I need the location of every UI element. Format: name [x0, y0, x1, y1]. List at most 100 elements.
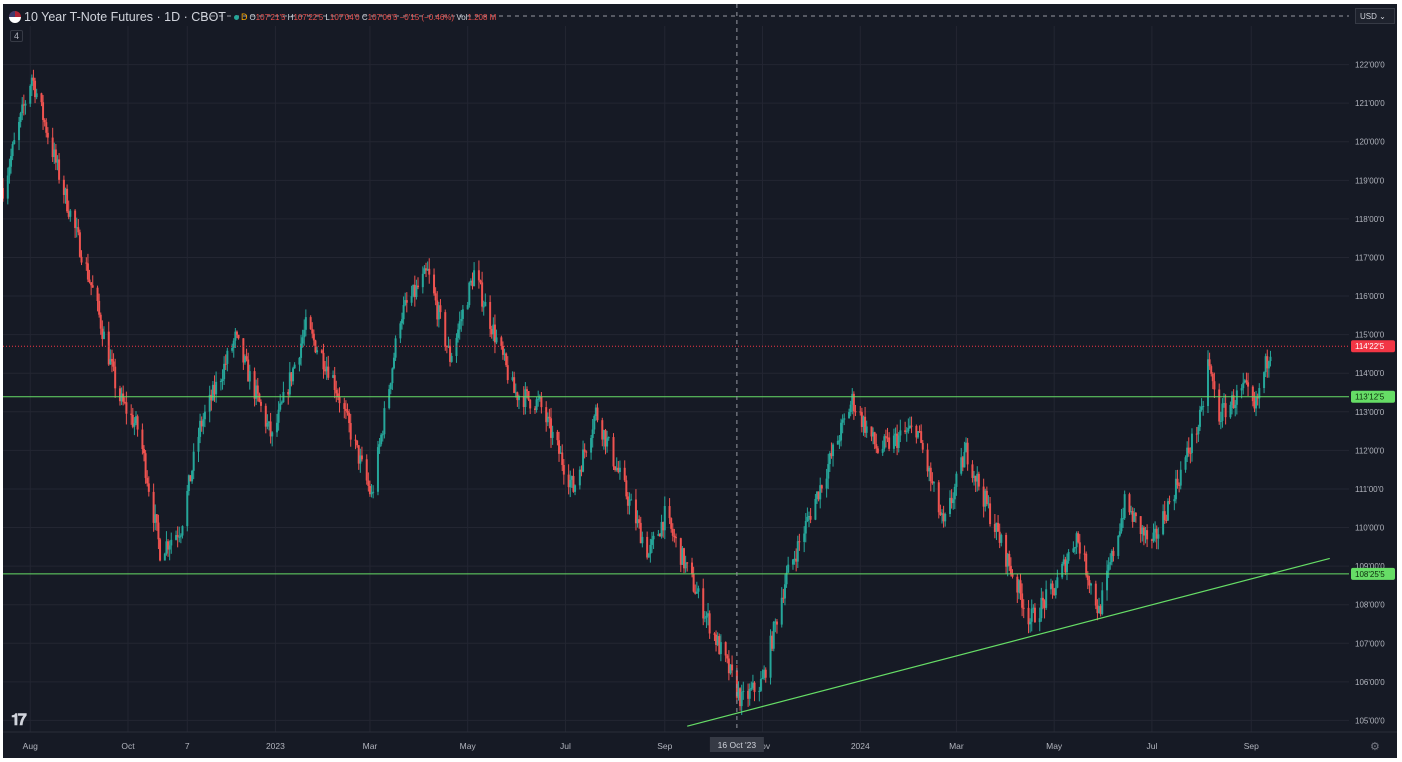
candle-body — [1005, 534, 1008, 567]
currency-select[interactable]: USD ⌄ — [1355, 8, 1395, 24]
candle-body — [684, 562, 687, 569]
close-value: 107'06'5 — [367, 12, 398, 22]
candle-body — [1096, 605, 1099, 614]
candle-body — [199, 420, 202, 437]
candle-body — [916, 431, 919, 438]
candle-body — [258, 393, 261, 402]
candle-body — [380, 434, 383, 445]
candle-body — [998, 531, 1001, 543]
candle-body — [513, 377, 516, 393]
candle-body — [1017, 580, 1020, 593]
candle-body — [707, 613, 710, 616]
candle-body — [556, 431, 559, 441]
candle-body — [1090, 583, 1093, 586]
candle-body — [6, 175, 9, 199]
candle-body — [1245, 380, 1248, 383]
candle-body — [64, 188, 67, 195]
candle-body — [997, 522, 1000, 532]
price-chart[interactable]: 105'00'0 106'00'0 107'00'0 108'00'0 109'00'0… — [3, 4, 1397, 758]
candle-body — [918, 431, 921, 433]
candle-body — [1098, 606, 1101, 614]
candle-body — [505, 353, 508, 366]
candle-body — [255, 385, 258, 399]
candle-body — [354, 439, 357, 441]
candle-body — [614, 466, 617, 471]
candle-body — [77, 227, 80, 233]
candle-body — [771, 635, 774, 649]
candle-body — [40, 93, 43, 103]
y-tick-label: 114'00'0 — [1355, 369, 1385, 378]
candle-body — [1064, 559, 1067, 573]
candle-body — [1101, 590, 1104, 614]
candle-body — [1062, 559, 1065, 564]
candle-body — [1263, 372, 1266, 389]
candle-body — [785, 572, 788, 585]
candle-body — [977, 473, 980, 487]
y-tick-label: 121'00'0 — [1355, 99, 1385, 108]
candle-body — [24, 103, 27, 106]
candle-body — [413, 284, 416, 297]
candle-body — [500, 337, 503, 346]
candle-body — [860, 412, 863, 427]
y-tick-label: 111'00'0 — [1355, 485, 1384, 494]
candle-body — [804, 521, 807, 534]
candle-body — [897, 435, 900, 448]
trendline — [687, 557, 1330, 727]
candle-body — [192, 451, 195, 471]
y-tick-label: 115'00'0 — [1355, 331, 1385, 340]
x-tick-label: Jul — [560, 741, 571, 751]
candle-body — [662, 522, 665, 531]
candle-body — [181, 526, 184, 536]
y-tick-label: 122'00'0 — [1355, 61, 1385, 70]
candle-body — [344, 408, 347, 411]
candle-body — [69, 210, 72, 217]
candle-body — [883, 436, 886, 449]
candle-body — [1131, 511, 1134, 522]
candle-body — [232, 340, 235, 348]
y-tick-label: 120'00'0 — [1355, 138, 1385, 147]
price-axis[interactable]: 105'00'0 106'00'0 107'00'0 108'00'0 109'00'0… — [1349, 4, 1397, 758]
candle-body — [316, 350, 319, 353]
candle-body — [1049, 583, 1052, 590]
candle-body — [807, 516, 810, 518]
candle-body — [434, 293, 437, 301]
candle-body — [522, 396, 525, 408]
candle-body — [346, 410, 349, 413]
indicator-count-button[interactable]: 4 — [10, 30, 24, 42]
candle-body — [120, 393, 123, 402]
time-axis[interactable]: AugOct72023MarMayJulSepNov2024MarMayJulS… — [3, 731, 1397, 752]
candle-body — [264, 405, 267, 427]
candle-body — [110, 358, 113, 362]
candle-body — [372, 491, 375, 493]
candle-body — [905, 431, 908, 433]
candles — [3, 69, 1272, 715]
open-value: 107'21'5 — [255, 12, 286, 22]
price-axis-bg — [1349, 4, 1397, 758]
candle-body — [34, 80, 37, 98]
candle-body — [501, 345, 504, 355]
settings-icon[interactable]: ⚙ — [1370, 741, 1380, 753]
symbol-title[interactable]: 10 Year T-Note Futures · 1D · CBOT — [24, 10, 226, 24]
candle-body — [652, 535, 655, 540]
candle-body — [570, 476, 573, 480]
candle-body — [332, 375, 335, 378]
candle-body — [634, 499, 637, 524]
candle-body — [548, 416, 551, 419]
candle-body — [1022, 607, 1025, 609]
candle-body — [966, 442, 969, 465]
candle-body — [1072, 548, 1075, 552]
candle-body — [489, 301, 492, 329]
candle-body — [360, 455, 363, 460]
candle-body — [537, 398, 540, 400]
candle-body — [280, 402, 283, 404]
candle-body — [1162, 511, 1165, 535]
candle-body — [146, 477, 149, 484]
candle-body — [292, 368, 295, 382]
candle-body — [724, 642, 727, 656]
candle-body — [231, 347, 234, 351]
candle-body — [795, 558, 798, 562]
candle-body — [545, 407, 548, 423]
candle-body — [141, 429, 144, 450]
indicator-count: 4 — [14, 31, 20, 41]
y-tick-label: 107'00'0 — [1355, 639, 1385, 648]
